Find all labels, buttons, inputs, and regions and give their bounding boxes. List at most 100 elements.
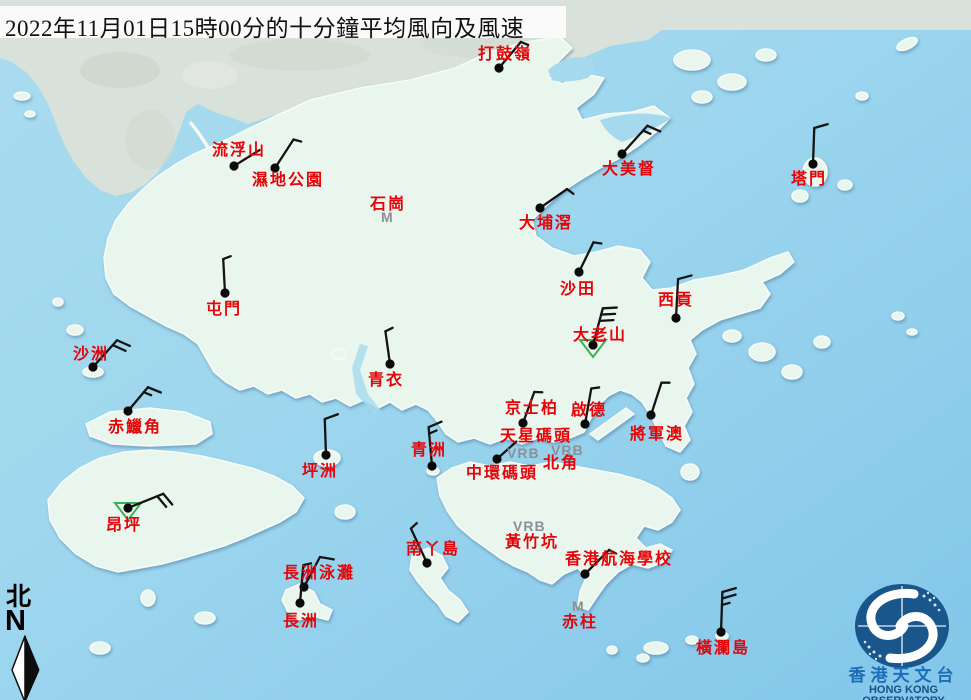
ninepin-islands [891,311,905,321]
hong-kong-island-landmass [436,461,681,611]
station-label-tsing-yi[interactable]: 青衣 [368,370,405,389]
station-marker-kings-park[interactable] [518,390,544,428]
station-label-cheung-chau-beach[interactable]: 長洲泳灘 [283,563,356,582]
station-label-wetland-park[interactable]: 濕地公園 [252,170,325,189]
wind-barb-feather-icon [156,495,168,509]
po-toi-islands [643,641,669,655]
station-marker-tai-po-kau[interactable] [535,187,575,213]
station-label-sai-kung[interactable]: 西貢 [658,290,695,309]
station-label-ngong-ping[interactable]: 昂坪 [106,515,143,534]
station-label-lau-fau-shan[interactable]: 流浮山 [212,140,267,159]
station-label-tai-mei-tuk[interactable]: 大美督 [602,159,657,178]
station-dot-icon [270,163,280,173]
station-dot-icon [574,267,584,277]
soko-islands [89,641,111,655]
wind-barb-feather-icon [600,312,617,316]
station-dot-icon [229,161,239,171]
station-dot-icon [617,149,627,159]
wind-barb-feather-icon [292,138,303,143]
station-marker-tsing-yi[interactable] [384,326,395,369]
station-marker-hk-sea-school[interactable] [580,548,618,579]
station-label-peng-chau[interactable]: 坪洲 [302,461,339,480]
station-marker-chek-lap-kok[interactable] [123,386,163,416]
station-label-hk-sea-school[interactable]: 香港航海學校 [565,549,674,568]
station-marker-tuen-mun[interactable] [220,255,232,298]
station-label-sha-tin[interactable]: 沙田 [560,279,597,298]
wind-barb-staff-icon [811,126,816,166]
wind-barb-feather-icon [676,274,693,281]
station-label-sha-chau[interactable]: 沙洲 [73,344,110,363]
station-dot-icon [427,461,437,471]
station-label-tuen-mun[interactable]: 屯門 [206,299,243,318]
station-triangle-icon [112,502,144,522]
kai-tak-runway [589,407,635,441]
wind-barb-feather-icon [598,318,615,323]
station-marker-cheung-chau[interactable] [295,562,313,608]
station-label-central-pier[interactable]: 中環碼頭 [466,463,539,482]
station-marker-sai-kung[interactable] [671,274,693,323]
station-label-chek-lap-kok[interactable]: 赤鱲角 [108,417,163,436]
wind-barb-feather-icon [428,429,438,435]
wind-barb-feather-icon [384,326,394,333]
station-label-wong-chuk-hang[interactable]: 黃竹坑 [505,532,560,551]
wind-barb-feather-icon [721,587,738,594]
station-marker-sha-tin[interactable] [574,241,603,277]
station-marker-ngong-ping[interactable] [112,492,174,522]
inner-waters [352,57,672,414]
station-label-cheung-chau[interactable]: 長洲 [283,611,320,630]
station-label-green-island[interactable]: 青洲 [411,440,448,459]
station-label-ta-kwu-ling[interactable]: 打鼓嶺 [478,44,533,63]
wind-barb-feather-icon [601,306,618,310]
wind-barb-staff-icon [538,187,569,210]
station-marker-tai-mei-tuk[interactable] [617,124,662,159]
wind-barb-staff-icon [323,417,328,457]
station-label-north-point[interactable]: 北角 [543,453,580,472]
station-label-waglan-island[interactable]: 橫瀾島 [696,638,751,657]
station-label-star-ferry-pier[interactable]: 天星碼頭 [500,426,573,445]
station-label-kai-tak[interactable]: 啟德 [571,400,608,419]
station-dot-icon [716,627,726,637]
station-label-tap-mun[interactable]: 塔門 [791,169,828,188]
wind-barb-staff-icon [674,277,680,320]
station-dot-icon [580,419,590,429]
station-label-tai-po-kau[interactable]: 大埔滘 [519,213,574,232]
station-dot-icon [494,63,504,73]
station-marker-lau-fau-shan[interactable] [229,148,261,171]
station-marker-sha-chau[interactable] [88,339,132,372]
station-marker-kai-tak[interactable] [580,386,601,429]
station-dot-icon [646,410,656,420]
station-label-lamma-island[interactable]: 南丫島 [406,539,461,558]
wind-barb-staff-icon [583,387,593,426]
station-dot-icon [321,450,331,460]
sai-kung-islands [722,329,742,343]
wind-barb-staff-icon [409,527,429,565]
wind-barb-staff-icon [649,381,663,417]
station-label-kings-park[interactable]: 京士柏 [505,398,560,417]
station-marker-tates-cairn[interactable] [577,306,618,359]
station-dot-icon [422,558,432,568]
station-marker-green-island[interactable] [427,420,443,471]
station-marker-waglan-island[interactable] [716,587,738,637]
station-label-shek-kong[interactable]: 石崗 [370,194,407,213]
station-marker-tseung-kwan-o[interactable] [646,381,671,420]
wind-barb-feather-icon [519,40,530,47]
station-marker-tap-mun[interactable] [808,123,829,169]
wind-barb-feather-icon [565,187,575,196]
wind-barb-feather-icon [813,123,829,130]
compass-north-hanzi: 北 [6,582,32,611]
station-label-stanley[interactable]: 赤柱 [562,612,599,631]
wind-barb-staff-icon [384,330,392,366]
station-marker-peng-chau[interactable] [321,413,340,460]
station-label-tates-cairn[interactable]: 大老山 [573,325,628,344]
station-marker-lamma-island[interactable] [409,521,432,568]
station-label-tseung-kwan-o[interactable]: 將軍澳 [630,424,685,443]
station-dot-icon [492,454,502,464]
north-compass: 北 N [4,584,50,700]
station-marker-central-pier[interactable] [492,440,518,464]
station-marker-wetland-park[interactable] [270,138,303,173]
station-dot-icon [808,159,818,169]
station-marker-ta-kwu-ling[interactable] [494,40,530,73]
